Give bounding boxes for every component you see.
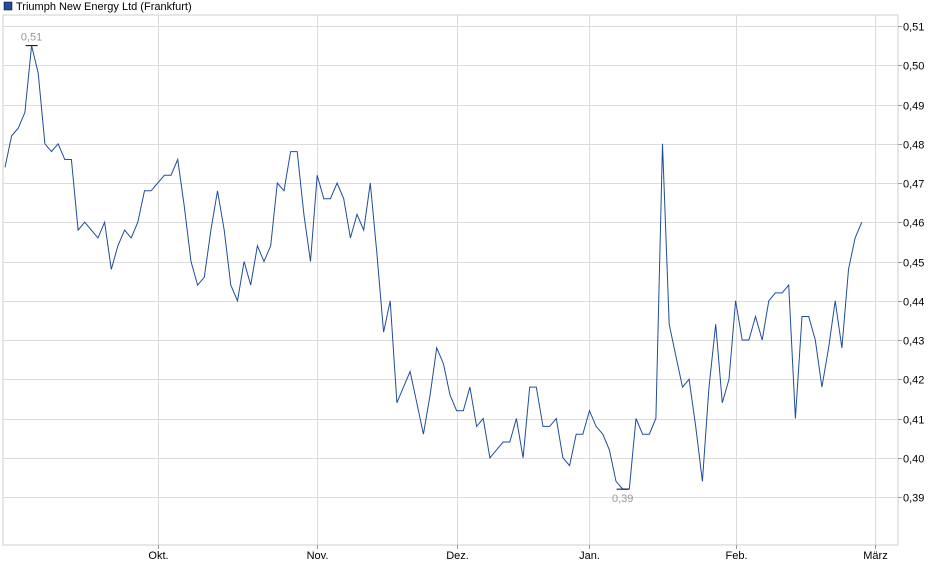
- x-tick-label: März: [863, 550, 887, 562]
- x-tick-label: Nov.: [307, 550, 329, 562]
- y-tick-label: 0,47: [903, 179, 924, 191]
- y-tick-label: 0,45: [903, 258, 924, 270]
- y-tick-label: 0,49: [903, 101, 924, 113]
- y-tick-label: 0,46: [903, 218, 924, 230]
- y-tick-label: 0,50: [903, 61, 924, 73]
- y-axis: 0,51 0,50 0,49 0,48 0,47 0,46 0,45 0,44 0,43 0,42…: [898, 22, 924, 505]
- y-tick-label: 0,48: [903, 140, 924, 152]
- y-tick-label: 0,42: [903, 375, 924, 387]
- y-tick-label: 0,44: [903, 297, 924, 309]
- y-tick-label: 0,43: [903, 336, 924, 348]
- x-tick-label: Feb.: [725, 550, 747, 562]
- extreme-label: 0,39: [612, 493, 633, 505]
- grid: [3, 15, 898, 545]
- extreme-label: 0,51: [21, 32, 42, 44]
- y-tick-label: 0,40: [903, 454, 924, 466]
- price-series-line: [4, 45, 863, 490]
- x-tick-label: Dez.: [446, 550, 469, 562]
- y-tick-label: 0,51: [903, 22, 924, 34]
- x-axis: Okt. Nov. Dez. Jan. Feb. März: [148, 545, 888, 562]
- x-tick-label: Okt.: [148, 550, 168, 562]
- y-tick-label: 0,39: [903, 493, 924, 505]
- y-tick-label: 0,41: [903, 415, 924, 427]
- plot-frame: [2, 14, 899, 546]
- annotations: 0,51 0,39: [21, 32, 634, 506]
- legend-label: Triumph New Energy Ltd (Frankfurt): [16, 1, 192, 13]
- legend: Triumph New Energy Ltd (Frankfurt): [3, 1, 192, 13]
- x-tick-label: Jan.: [579, 550, 600, 562]
- legend-swatch: [3, 1, 13, 11]
